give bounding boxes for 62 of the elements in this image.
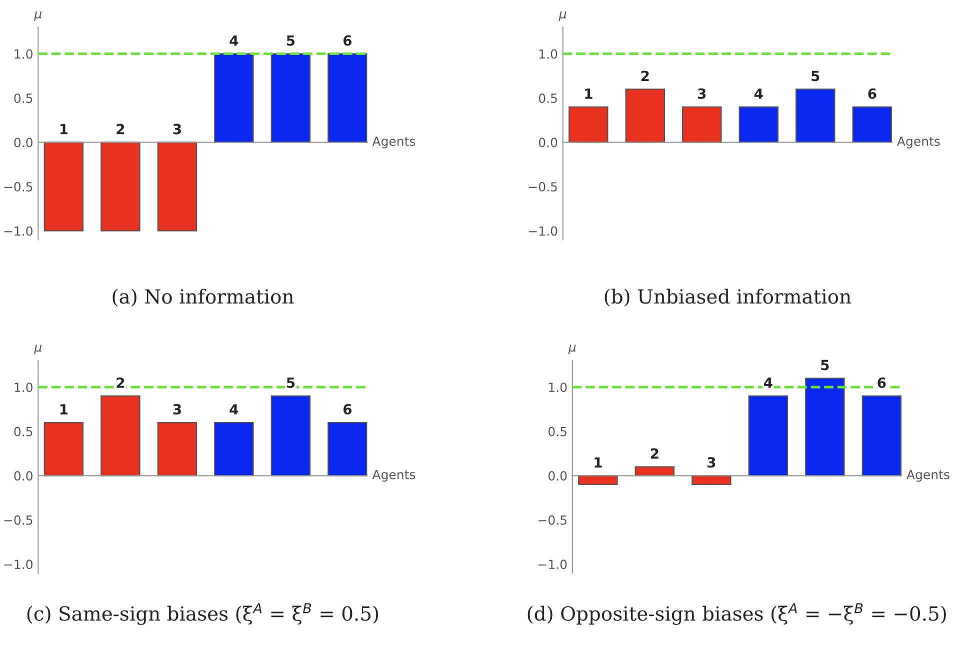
bar bbox=[634, 466, 675, 476]
y-tick-label: 1.0 bbox=[14, 49, 32, 59]
y-tick-label: −1.0 bbox=[528, 226, 558, 236]
y-tick-label: 1.0 bbox=[539, 49, 558, 59]
y-tick-label: −1.0 bbox=[4, 226, 32, 236]
x-tick-label: 5 bbox=[812, 70, 820, 82]
bar bbox=[748, 395, 788, 476]
y-tick-label: 0.0 bbox=[14, 138, 32, 148]
y-tick-label: 0.5 bbox=[548, 426, 566, 436]
y-tick-label: −1.0 bbox=[538, 560, 567, 570]
y-tick-label: −0.5 bbox=[538, 515, 566, 525]
x-tick-label: 4 bbox=[230, 404, 238, 414]
x-axis-title: Agents bbox=[372, 470, 416, 482]
y-axis-title: μ bbox=[558, 11, 566, 21]
x-tick-label: 2 bbox=[116, 124, 124, 134]
x-tick-label: 1 bbox=[585, 88, 592, 99]
x-tick-label: 5 bbox=[821, 360, 829, 370]
x-tick-label: 3 bbox=[708, 457, 716, 468]
x-tick-label: 3 bbox=[698, 88, 706, 99]
x-tick-label: 1 bbox=[60, 404, 68, 414]
x-axis-title: Agents bbox=[906, 470, 950, 482]
y-axis-title: μ bbox=[34, 11, 42, 21]
bar bbox=[805, 378, 845, 476]
y-tick-label: 0.5 bbox=[538, 94, 557, 103]
x-tick-label: 1 bbox=[60, 124, 68, 134]
y-tick-label: −1.0 bbox=[4, 560, 32, 570]
x-tick-label: 6 bbox=[878, 377, 886, 388]
x-tick-label: 3 bbox=[173, 404, 181, 415]
x-tick-label: 5 bbox=[286, 378, 295, 388]
y-axis-title: μ bbox=[568, 344, 576, 354]
y-tick-label: −0.5 bbox=[4, 182, 32, 192]
text: (a) No information bbox=[112, 288, 294, 307]
y-axis-title: μ bbox=[34, 344, 42, 354]
x-tick-label: 6 bbox=[343, 404, 352, 415]
y-tick-label: 0.5 bbox=[14, 94, 32, 103]
x-axis-title: Agents bbox=[897, 136, 940, 148]
x-tick-label: 4 bbox=[764, 378, 772, 388]
y-tick-label: 0.0 bbox=[548, 471, 567, 481]
x-tick-label: 1 bbox=[594, 457, 602, 468]
x-tick-label: 4 bbox=[230, 35, 238, 46]
x-axis-title: Agents bbox=[372, 136, 416, 148]
y-tick-label: 1.0 bbox=[14, 382, 32, 392]
y-tick-label: −0.5 bbox=[4, 515, 32, 525]
x-tick-label: 2 bbox=[116, 377, 124, 388]
x-tick-label: 6 bbox=[868, 88, 876, 99]
bar bbox=[692, 475, 732, 486]
x-tick-label: 5 bbox=[286, 35, 295, 46]
y-tick-label: −0.5 bbox=[528, 182, 557, 192]
bar bbox=[578, 475, 618, 486]
text: (d) Opposite-sign biases (ξ$^{A}$ = −ξ$^{B}$ = −0.5) bbox=[528, 603, 946, 625]
x-tick-label: 3 bbox=[173, 124, 181, 134]
y-tick-label: 1.0 bbox=[549, 382, 567, 392]
x-tick-label: 2 bbox=[641, 70, 649, 81]
bar bbox=[862, 395, 902, 476]
y-tick-label: 0.0 bbox=[538, 138, 558, 148]
x-tick-label: 2 bbox=[650, 448, 658, 459]
text: (c) Same-sign biases (ξ$^{A}$ = ξ$^{B}$ = 0.5) bbox=[27, 603, 378, 625]
x-tick-label: 6 bbox=[343, 35, 352, 46]
x-tick-label: 4 bbox=[754, 88, 763, 99]
y-tick-label: 0.0 bbox=[14, 471, 32, 481]
y-tick-label: 0.5 bbox=[14, 426, 32, 436]
text: (b) Unbiased information bbox=[604, 288, 852, 307]
